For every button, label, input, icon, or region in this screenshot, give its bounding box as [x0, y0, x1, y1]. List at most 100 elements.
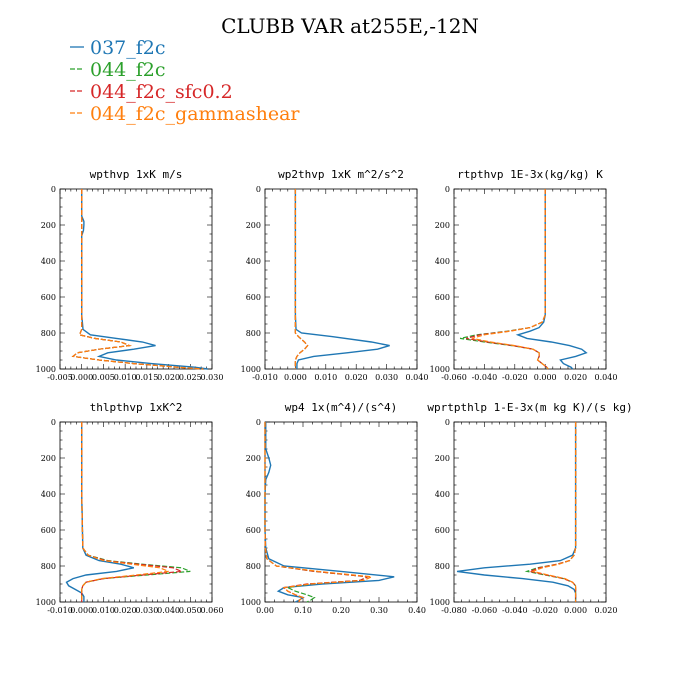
legend-item: 044_f2c [70, 59, 166, 81]
x-tick-label: 0.050 [179, 606, 202, 615]
y-tick-label: 400 [41, 490, 56, 499]
series-line [71, 189, 204, 370]
x-tick-label: 0.000 [534, 373, 557, 382]
y-tick-label: 400 [435, 257, 450, 266]
x-tick-label: 0.020 [114, 606, 137, 615]
series-line [81, 189, 208, 370]
series-line [456, 422, 577, 602]
plot-frame [453, 188, 607, 370]
y-tick-label: 0 [51, 418, 56, 427]
plot-frame [59, 188, 213, 370]
x-tick-label: 0.040 [595, 373, 618, 382]
panel-title: wpthvp 1xK m/s [90, 168, 183, 181]
y-tick-label: 1000 [241, 365, 261, 374]
y-tick-label: 200 [41, 454, 56, 463]
series-line [294, 189, 309, 369]
legend-label: 044_f2c_gammashear [90, 103, 300, 125]
y-tick-label: 200 [41, 221, 56, 230]
x-tick-label: -0.080 [441, 606, 467, 615]
y-tick-label: 0 [256, 418, 261, 427]
x-tick-label: 0.000 [70, 606, 93, 615]
y-tick-label: 200 [435, 454, 450, 463]
series-line [515, 189, 588, 370]
x-tick-label: 0.040 [157, 606, 180, 615]
chart-panel: wprtpthlp 1-E-3x(m kg K)/(s kg) 0 200 400 60… [427, 401, 632, 615]
y-tick-label: 1000 [36, 598, 56, 607]
series-line [65, 422, 135, 602]
y-tick-label: 600 [246, 526, 261, 535]
x-tick-label: 0.20 [332, 606, 350, 615]
series-line [294, 189, 390, 369]
y-tick-label: 200 [246, 454, 261, 463]
x-tick-label: 0.025 [179, 373, 202, 382]
y-tick-label: 800 [41, 329, 56, 338]
y-tick-label: 0 [256, 185, 261, 194]
legend-item: 044_f2c_gammashear [70, 103, 300, 125]
plot-frame [264, 421, 418, 603]
y-tick-label: 800 [246, 329, 261, 338]
chart-panel: wp2thvp 1xK m^2/s^2 0 200 400 600 800 1000-0.0… [241, 168, 429, 382]
chart-panel: rtpthvp 1E-3x(kg/kg) K02004006008001000-… [430, 168, 618, 382]
y-tick-label: 600 [41, 526, 56, 535]
series-line [524, 422, 577, 602]
series-line [294, 189, 309, 369]
y-tick-label: 600 [246, 293, 261, 302]
x-tick-label: 0.000 [70, 373, 93, 382]
series-line [81, 422, 169, 602]
x-tick-label: -0.060 [441, 373, 467, 382]
y-tick-label: 800 [435, 329, 450, 338]
x-tick-label: 0.020 [595, 606, 618, 615]
x-tick-label: 0.040 [406, 373, 429, 382]
legend-item: 037_f2c [70, 37, 166, 59]
x-tick-label: 0.010 [92, 606, 115, 615]
x-tick-label: -0.040 [502, 606, 528, 615]
x-tick-label: 0.000 [564, 606, 587, 615]
figure-title: CLUBB VAR at255E,-12N [221, 14, 479, 38]
legend-label: 044_f2c_sfc0.2 [90, 81, 233, 103]
x-tick-label: 0.00 [256, 606, 274, 615]
y-tick-label: 0 [445, 185, 450, 194]
y-tick-label: 1000 [430, 365, 450, 374]
y-tick-label: 400 [41, 257, 56, 266]
x-tick-label: 0.010 [114, 373, 137, 382]
x-tick-label: 0.020 [157, 373, 180, 382]
legend: 037_f2c 044_f2c 044_f2c_sfc0.2 044_f2c_g… [70, 37, 300, 125]
legend-label: 044_f2c [90, 59, 166, 81]
x-tick-label: -0.060 [472, 606, 498, 615]
x-tick-label: 0.000 [284, 373, 307, 382]
plot-frame [453, 421, 607, 603]
y-tick-label: 600 [435, 293, 450, 302]
series-line [531, 422, 577, 602]
x-tick-label: 0.015 [135, 373, 158, 382]
y-tick-label: 800 [41, 562, 56, 571]
x-tick-label: -0.020 [532, 606, 558, 615]
x-tick-label: 0.40 [408, 606, 426, 615]
y-tick-label: 800 [246, 562, 261, 571]
series-line [527, 422, 577, 602]
x-tick-label: 0.030 [135, 606, 158, 615]
x-tick-label: -0.020 [502, 373, 528, 382]
y-tick-label: 400 [246, 490, 261, 499]
series-line [459, 189, 549, 370]
x-tick-label: 0.020 [564, 373, 587, 382]
y-tick-label: 1000 [241, 598, 261, 607]
y-tick-label: 1000 [36, 365, 56, 374]
x-tick-label: 0.30 [370, 606, 388, 615]
y-tick-label: 200 [246, 221, 261, 230]
y-tick-label: 0 [445, 418, 450, 427]
y-tick-label: 600 [41, 293, 56, 302]
y-tick-label: 400 [246, 257, 261, 266]
y-tick-label: 600 [435, 526, 450, 535]
chart-panel: thlpthvp 1xK^202004006008001000-0.0100.0… [36, 401, 224, 615]
y-tick-label: 400 [435, 490, 450, 499]
panels: wpthvp 1xK m/s02004006008001000-0.0050.0… [36, 168, 633, 615]
x-tick-label: -0.010 [47, 606, 73, 615]
x-tick-label: 0.010 [314, 373, 337, 382]
y-tick-label: 0 [51, 185, 56, 194]
series-line [294, 189, 309, 369]
y-tick-label: 800 [435, 562, 450, 571]
x-tick-label: 0.020 [345, 373, 368, 382]
series-line [264, 422, 374, 602]
